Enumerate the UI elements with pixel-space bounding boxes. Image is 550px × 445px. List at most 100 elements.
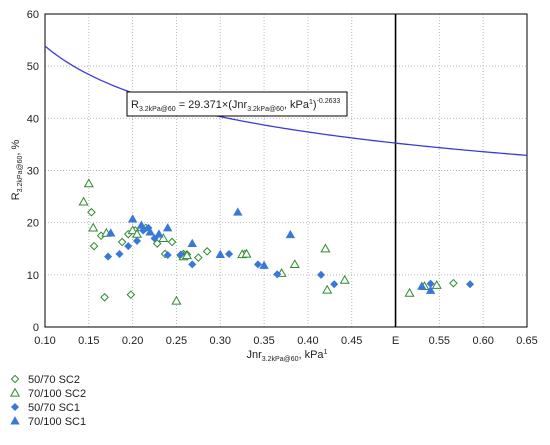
x-tick-label: 0.20 xyxy=(122,335,143,347)
y-tick-label: 60 xyxy=(27,9,39,21)
data-point xyxy=(87,207,96,217)
legend-label: 50/70 SC1 xyxy=(28,402,80,414)
data-point xyxy=(317,270,326,279)
data-point xyxy=(187,238,197,247)
data-point xyxy=(417,281,427,290)
data-point xyxy=(124,242,133,251)
data-point xyxy=(215,249,225,258)
data-point xyxy=(127,225,138,235)
x-axis-title-sub: 3.2kPa@60 xyxy=(262,356,299,363)
data-point xyxy=(425,285,436,294)
data-point xyxy=(162,223,173,232)
y-axis-title-sub: 3.2kPa@60 xyxy=(17,156,24,193)
data-point xyxy=(259,260,269,269)
data-point xyxy=(136,220,147,229)
data-point xyxy=(145,227,155,236)
data-point xyxy=(233,207,243,216)
data-point xyxy=(449,278,458,288)
x-tick-label: 0.35 xyxy=(253,335,274,347)
legend-marker xyxy=(10,416,20,425)
plot-frame xyxy=(44,13,528,328)
x-axis-title-rest: , kPa xyxy=(298,349,324,361)
legend-marker xyxy=(10,374,20,384)
data-point xyxy=(167,237,177,247)
y-tick-label: 10 xyxy=(27,270,39,282)
series-70-100-sc2 xyxy=(78,178,442,305)
series-50-70-sc2 xyxy=(87,207,458,302)
data-point xyxy=(154,229,164,238)
eq-tail-sup: 1 xyxy=(309,99,313,106)
eq-exponent: -0.2633 xyxy=(317,98,341,105)
data-point xyxy=(431,280,442,289)
y-tick-label: 50 xyxy=(27,61,39,73)
eq-lhs-sub: 3.2kPa@60 xyxy=(139,106,176,113)
data-point xyxy=(339,274,350,284)
data-point xyxy=(104,252,113,261)
points-layer xyxy=(78,178,475,305)
data-point xyxy=(83,178,94,188)
y-axis-title: R3.2kPa@60, % xyxy=(10,140,24,201)
legend: 50/70 SC2 70/100 SC2 50/70 SC1 70/100 SC1 xyxy=(9,374,86,428)
grid-layer xyxy=(45,14,527,327)
data-point xyxy=(158,233,169,242)
x-tick-label: 0.65 xyxy=(516,335,537,347)
x-tick-label: 0.45 xyxy=(341,335,362,347)
data-point xyxy=(320,243,331,253)
data-point xyxy=(225,249,234,258)
y-tick-label: 20 xyxy=(27,218,39,230)
eq-lhs: R xyxy=(131,99,139,111)
x-axis-title-sup: 1 xyxy=(324,349,328,356)
x-axis-title: Jnr3.2kPa@60, kPa1 xyxy=(247,349,328,363)
data-point xyxy=(117,237,127,247)
data-point xyxy=(89,241,99,251)
data-point xyxy=(285,229,296,239)
x-tick-label: 0.40 xyxy=(297,335,318,347)
series-50-70-sc1 xyxy=(104,223,475,289)
equation-box: R3.2kPa@60 = 29.371×(Jnr3.2kPa@60, kPa1)… xyxy=(126,91,348,117)
y-tick-labels: 0 10 20 30 40 50 60 xyxy=(27,9,39,334)
series-70-100-sc1 xyxy=(106,207,436,294)
data-point xyxy=(126,290,136,299)
legend-label: 70/100 SC1 xyxy=(28,416,86,428)
data-point xyxy=(171,295,182,305)
data-point xyxy=(273,270,282,279)
x-tick-label: 0.30 xyxy=(210,335,231,347)
x-axis-title-main: Jnr xyxy=(247,349,263,361)
data-point xyxy=(330,280,339,289)
eq-tail: , kPa xyxy=(284,99,310,111)
data-point xyxy=(253,260,262,269)
eq-mid-sub: 3.2kPa@60 xyxy=(247,106,284,113)
data-point xyxy=(466,280,475,289)
data-point xyxy=(163,250,172,260)
data-point xyxy=(127,214,138,223)
data-point xyxy=(88,222,99,232)
y-axis-title-rest: , % xyxy=(10,140,22,156)
data-point xyxy=(176,250,185,259)
legend-label: 50/70 SC2 xyxy=(28,374,80,386)
y-axis-title-main: R xyxy=(10,192,22,200)
y-tick-label: 40 xyxy=(27,113,39,125)
x-tick-label: 0.55 xyxy=(429,335,450,347)
data-point xyxy=(78,196,89,206)
data-point xyxy=(115,249,124,258)
data-point xyxy=(322,284,333,294)
legend-marker xyxy=(9,387,21,397)
data-point xyxy=(181,250,193,260)
data-point xyxy=(132,236,142,245)
eq-mid: = 29.371×(Jnr xyxy=(176,99,248,111)
data-point xyxy=(241,248,252,258)
x-tick-labels: 0.10 0.15 0.20 0.25 0.30 0.35 0.40 0.45 E 0.55 0.6… xyxy=(34,335,537,347)
data-point xyxy=(289,259,300,269)
x-tick-label: 0.25 xyxy=(166,335,187,347)
legend-label: 70/100 SC2 xyxy=(28,388,86,400)
x-tick-label: 0.15 xyxy=(78,335,99,347)
x-tick-label: 0.10 xyxy=(34,335,55,347)
data-point xyxy=(106,228,116,237)
data-point xyxy=(194,253,203,262)
x-tick-label: 0.60 xyxy=(472,335,493,347)
x-tick-label: E xyxy=(392,335,399,347)
legend-marker xyxy=(10,402,20,412)
fit-curve xyxy=(44,45,528,157)
